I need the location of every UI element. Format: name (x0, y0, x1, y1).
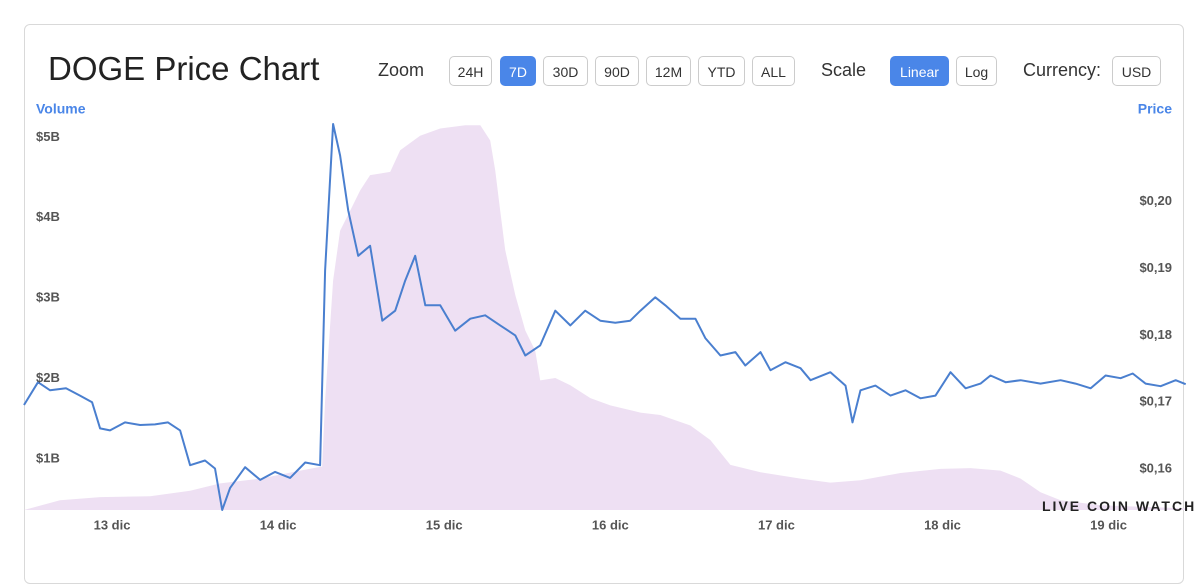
price-line (23, 123, 1187, 511)
y-tick-label: $4B (36, 209, 60, 224)
volume-area (24, 125, 1186, 510)
x-tick-label: 17 dic (758, 517, 795, 532)
y2-tick-label: $0,19 (1139, 260, 1172, 275)
page: Volume Price $1B $2B $3B $4B $5B $0,16 $0,17 $0,1… (23, 24, 1197, 584)
x-tick-label: 19 dic (1090, 517, 1127, 532)
y2-tick-label: $0,17 (1139, 394, 1172, 409)
zoom-button[interactable]: 30D (543, 56, 588, 86)
currency-button[interactable]: USD (1112, 56, 1161, 86)
zoom-button[interactable]: 90D (595, 56, 639, 86)
x-tick-label: 16 dic (592, 517, 629, 532)
y-tick-label: $3B (36, 290, 60, 305)
zoom-button[interactable]: ALL (752, 56, 795, 86)
y2-tick-label: $0,18 (1139, 327, 1172, 342)
zoom-label: Zoom (378, 60, 425, 80)
watermark: LIVE COIN WATCH (1042, 498, 1197, 514)
y2-axis-title: Price (1138, 101, 1172, 117)
y2-tick-label: $0,16 (1139, 461, 1172, 476)
x-tick-label: 14 dic (260, 517, 297, 532)
scale-label: Scale (821, 60, 867, 80)
zoom-button[interactable]: YTD (698, 56, 745, 86)
zoom-button[interactable]: 24H (449, 56, 492, 86)
currency-label: Currency: (1023, 60, 1102, 80)
scale-button[interactable]: Log (956, 56, 997, 86)
y-tick-label: $1B (36, 451, 60, 466)
zoom-button[interactable]: 7D (500, 56, 536, 86)
zoom-button[interactable]: 12M (646, 56, 691, 86)
scale-button[interactable]: Linear (890, 56, 949, 86)
y-axis-title: Volume (36, 101, 86, 117)
y2-tick-label: $0,20 (1139, 193, 1172, 208)
chart-title: DOGE Price Chart (48, 50, 320, 87)
y-tick-label: $5B (36, 129, 60, 144)
y-tick-label: $2B (36, 370, 60, 385)
x-tick-label: 15 dic (426, 517, 463, 532)
x-tick-label: 18 dic (924, 517, 961, 532)
x-tick-label: 13 dic (94, 517, 131, 532)
chart: Volume Price $1B $2B $3B $4B $5B $0,16 $0,17 $0,1… (23, 101, 1187, 532)
